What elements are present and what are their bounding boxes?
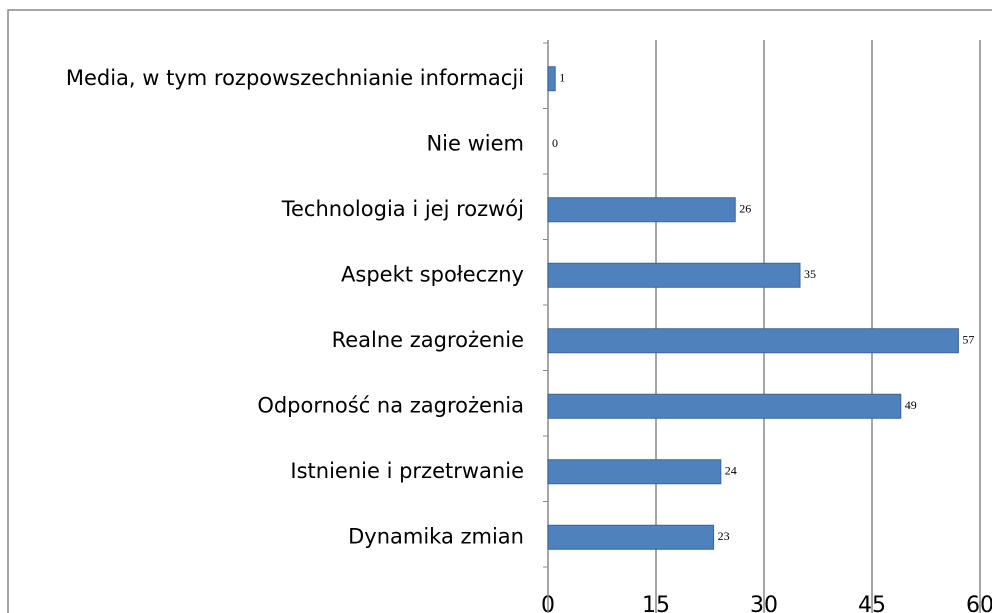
x-tick-label: 30 [750, 593, 778, 613]
bar [547, 66, 556, 92]
value-label: 35 [804, 267, 816, 281]
value-label: 57 [962, 333, 974, 347]
value-label: 1 [559, 71, 565, 85]
bar [547, 262, 801, 288]
bar [547, 393, 902, 419]
x-tick-label: 45 [858, 593, 886, 613]
y-tick-label: Aspekt społeczny [341, 262, 524, 286]
value-label: 49 [905, 398, 917, 412]
value-label: 0 [552, 136, 558, 150]
bar [547, 524, 715, 550]
value-label: 23 [718, 529, 730, 543]
x-tick-label: 15 [642, 593, 670, 613]
bar [547, 328, 959, 354]
value-label: 24 [725, 464, 737, 478]
x-tick-label: 60 [966, 593, 992, 613]
y-tick-label: Dynamika zmian [348, 524, 524, 548]
y-tick-label: Odporność na zagrożenia [257, 393, 524, 417]
frame [7, 9, 992, 613]
y-tick-label: Media, w tym rozpowszechnianie informacj… [66, 66, 524, 90]
y-tick-label: Technologia i jej rozwój [281, 197, 524, 221]
value-label: 26 [739, 202, 751, 216]
y-tick-label: Istnienie i przetrwanie [290, 459, 524, 483]
bar [547, 197, 736, 223]
bar [547, 459, 722, 485]
y-tick-label: Realne zagrożenie [332, 328, 524, 352]
y-tick-label: Nie wiem [426, 131, 524, 155]
